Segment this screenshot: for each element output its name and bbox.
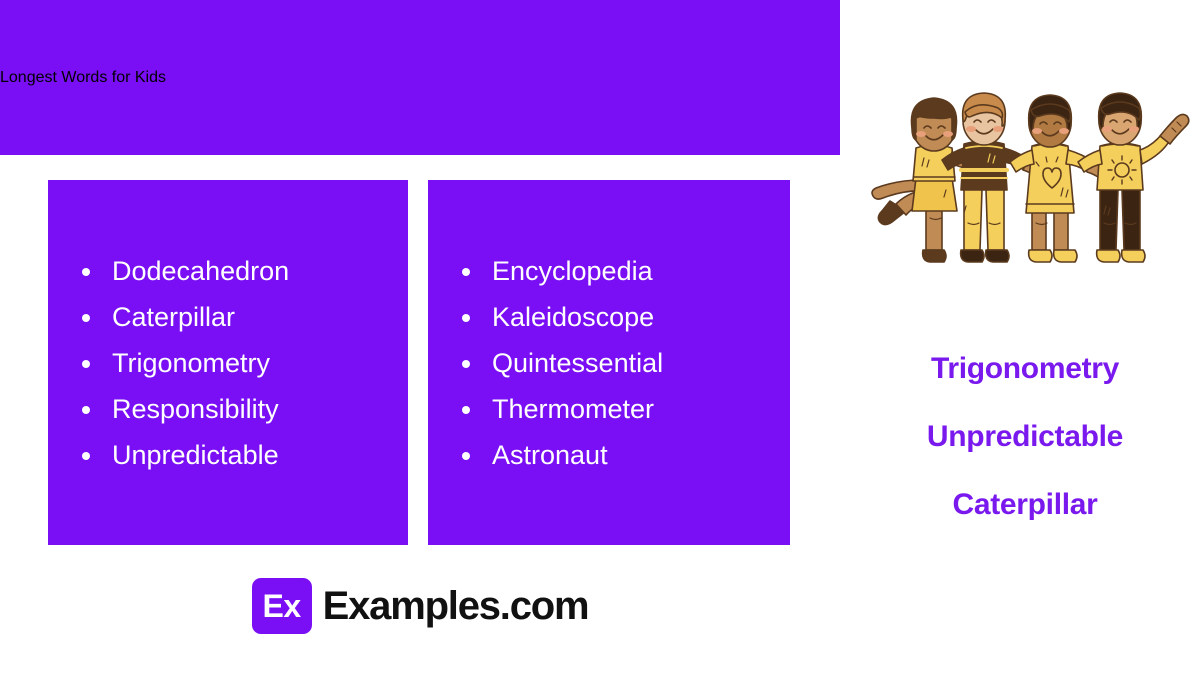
logo-mark-icon: Ex [251, 578, 312, 634]
word-list-left: Dodecahedron Caterpillar Trigonometry Re… [48, 248, 408, 478]
examples-logo[interactable]: Ex Examples.com [0, 578, 840, 634]
list-item: Quintessential [454, 340, 790, 386]
list-item: Encyclopedia [454, 248, 790, 294]
word-list-box-left: Dodecahedron Caterpillar Trigonometry Re… [48, 180, 408, 545]
highlight-word: Trigonometry [930, 352, 1120, 385]
list-item: Thermometer [454, 386, 790, 432]
highlight-word: Unpredictable [926, 420, 1124, 453]
four-kids-illustration [860, 78, 1190, 283]
list-item: Astronaut [454, 432, 790, 478]
highlight-word: Caterpillar [952, 488, 1098, 521]
word-list-box-right: Encyclopedia Kaleidoscope Quintessential… [428, 180, 790, 545]
page-title: Longest Words for Kids [0, 68, 167, 86]
list-item: Responsibility [74, 386, 408, 432]
list-item: Unpredictable [74, 432, 408, 478]
list-item: Kaleidoscope [454, 294, 790, 340]
logo-wordmark: Examples.com [322, 584, 590, 628]
list-item: Trigonometry [74, 340, 408, 386]
header-banner: Longest Words for Kids [0, 0, 840, 155]
list-item: Caterpillar [74, 294, 408, 340]
word-list-right: Encyclopedia Kaleidoscope Quintessential… [428, 248, 790, 478]
logo-mark-text: Ex [262, 588, 302, 624]
highlight-words-group: Trigonometry Unpredictable Caterpillar [855, 335, 1195, 539]
list-item: Dodecahedron [74, 248, 408, 294]
